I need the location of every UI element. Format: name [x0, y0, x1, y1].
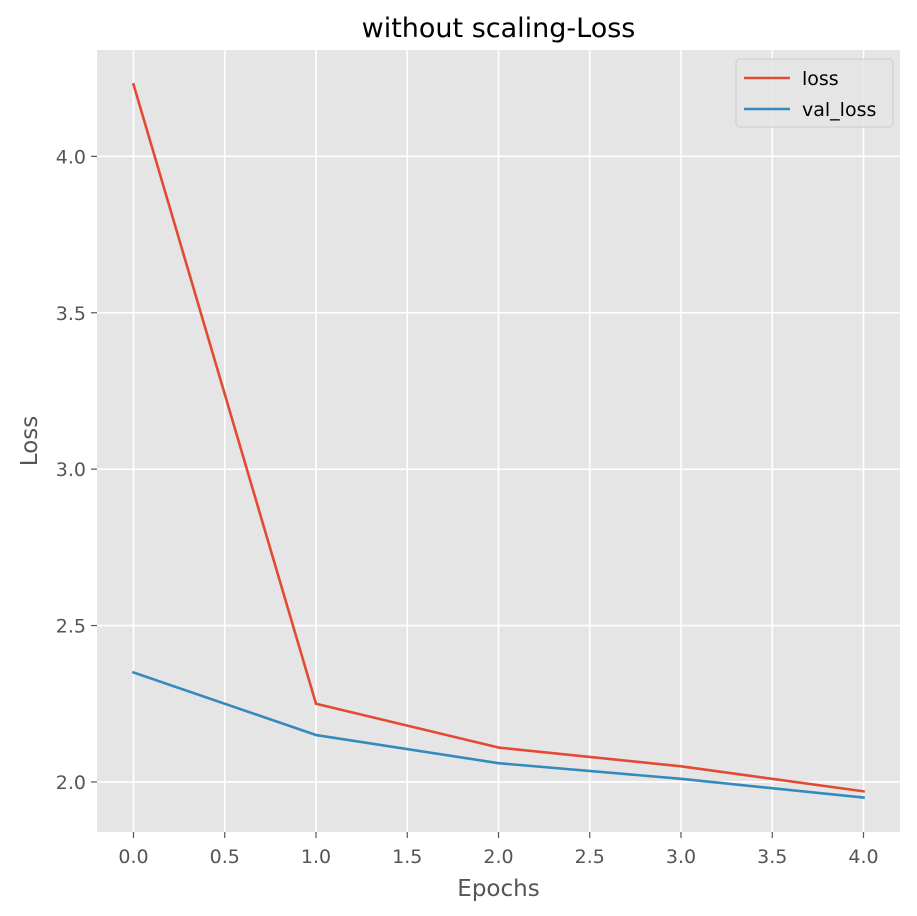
x-tick-label: 3.0 [666, 846, 696, 868]
x-axis-label: Epochs [457, 876, 539, 902]
series-line-val-loss [131, 670, 865, 800]
legend-label-val-loss: val_loss [802, 99, 876, 121]
legend-label-loss: loss [802, 68, 839, 90]
x-tick-label: 2.5 [575, 846, 605, 868]
x-tick-label: 0.5 [210, 846, 240, 868]
y-axis-label: Loss [17, 416, 43, 466]
y-axis-ticks: 2.0 2.5 3.0 3.5 4.0 [56, 146, 97, 794]
series-line-loss [131, 82, 865, 793]
x-tick-label: 1.5 [392, 846, 422, 868]
y-tick-label: 2.5 [56, 616, 86, 638]
grid [97, 50, 900, 832]
x-axis-ticks: 0.0 0.5 1.0 1.5 2.0 2.5 3.0 3.5 4.0 [118, 832, 879, 868]
legend: loss val_loss [735, 58, 894, 128]
y-tick-label: 3.5 [56, 303, 86, 325]
series-lines [131, 82, 865, 800]
chart-title: without scaling-Loss [362, 13, 636, 44]
x-tick-label: 2.0 [483, 846, 513, 868]
y-tick-label: 3.0 [56, 459, 86, 481]
x-tick-label: 1.0 [301, 846, 331, 868]
y-tick-label: 4.0 [56, 146, 86, 168]
x-tick-label: 3.5 [757, 846, 787, 868]
x-tick-label: 4.0 [848, 846, 878, 868]
y-tick-label: 2.0 [56, 772, 86, 794]
x-tick-label: 0.0 [118, 846, 148, 868]
